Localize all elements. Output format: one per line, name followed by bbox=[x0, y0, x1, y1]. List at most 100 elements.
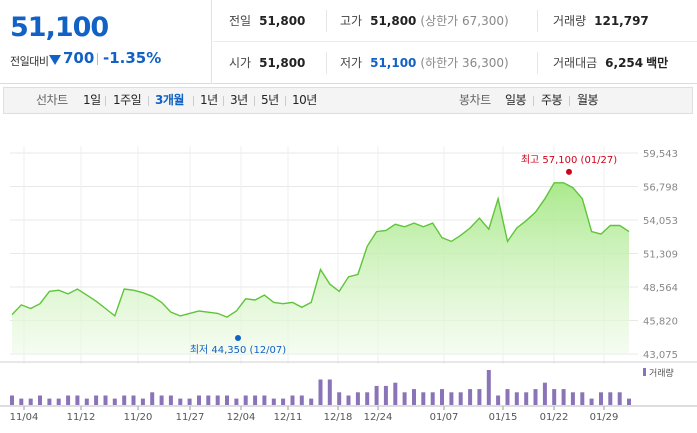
y-tick-label: 43,075 bbox=[643, 350, 678, 361]
volume-bar bbox=[449, 392, 454, 405]
trade-value-value: 6,254 bbox=[605, 56, 644, 70]
divider bbox=[537, 52, 538, 74]
summary-row-2: 시가 51,800 저가 51,100 (하한가 36,300) 거래대금 6,254 백… bbox=[213, 42, 697, 84]
y-tick-label: 45,820 bbox=[643, 317, 678, 328]
low-annotation: 최저 44,350 (12/07) bbox=[190, 344, 286, 356]
x-tick-label: 11/20 bbox=[124, 412, 153, 423]
volume-bar bbox=[617, 392, 622, 405]
change-amount: 700 bbox=[63, 49, 95, 67]
volume-bar bbox=[421, 392, 426, 405]
x-tick-label: 01/22 bbox=[540, 412, 569, 423]
x-tick-label: 12/11 bbox=[274, 412, 303, 423]
volume-bar bbox=[168, 395, 173, 405]
volume-bar bbox=[533, 389, 538, 405]
volume-bar bbox=[318, 379, 323, 405]
x-tick-label: 01/07 bbox=[430, 412, 459, 423]
volume-bar bbox=[215, 395, 220, 405]
volume-bar bbox=[47, 398, 52, 405]
volume-bar bbox=[281, 398, 286, 405]
volume-bar bbox=[496, 395, 501, 405]
open-label: 시가 bbox=[229, 56, 252, 70]
x-tick-label: 11/12 bbox=[67, 412, 96, 423]
volume-bar bbox=[458, 392, 463, 405]
price-chart: 59,543 56,798 54,053 51,309 48,564 45,820 43,0… bbox=[0, 146, 697, 423]
volume-bar bbox=[112, 398, 117, 405]
trade-value-label: 거래대금 bbox=[553, 56, 598, 70]
volume-bar bbox=[412, 389, 416, 405]
volume-label: 거래량 bbox=[553, 14, 587, 28]
divider bbox=[569, 96, 570, 106]
volume-bar bbox=[140, 398, 145, 405]
trade-value: 거래대금 6,254 백만 bbox=[553, 42, 668, 84]
open-value: 51,800 bbox=[259, 56, 306, 70]
volume-bar bbox=[262, 395, 267, 405]
volume-bar bbox=[159, 395, 164, 405]
y-tick-label: 48,564 bbox=[643, 283, 678, 294]
volume-bar bbox=[337, 392, 342, 405]
high-marker bbox=[566, 168, 572, 175]
high-value: 51,800 bbox=[370, 14, 417, 28]
volume-bar bbox=[468, 389, 473, 405]
y-tick-label: 59,543 bbox=[643, 149, 678, 160]
volume-bar bbox=[486, 370, 491, 405]
tab-1y[interactable]: 1년 bbox=[200, 93, 218, 107]
volume-legend-swatch bbox=[643, 368, 646, 376]
lower-limit: (하한가 36,300) bbox=[420, 56, 509, 70]
volume-bar bbox=[327, 379, 332, 405]
low-label: 저가 bbox=[340, 56, 363, 70]
volume-bar bbox=[599, 392, 603, 405]
volume-bar bbox=[103, 395, 108, 405]
x-tick-label: 01/29 bbox=[590, 412, 619, 423]
volume-bar bbox=[225, 395, 229, 405]
tab-5y[interactable]: 5년 bbox=[261, 93, 279, 107]
volume-bar bbox=[374, 385, 379, 405]
volume-bar bbox=[94, 395, 99, 405]
volume-bar bbox=[589, 398, 594, 405]
y-tick-label: 56,798 bbox=[643, 183, 678, 194]
volume-bar bbox=[561, 389, 566, 405]
volume-bar bbox=[243, 395, 248, 405]
divider bbox=[148, 96, 149, 106]
tab-3m[interactable]: 3개월 bbox=[155, 93, 184, 107]
tab-3y[interactable]: 3년 bbox=[230, 93, 248, 107]
divider bbox=[193, 96, 194, 106]
volume-bar bbox=[346, 395, 351, 405]
y-tick-label: 51,309 bbox=[643, 250, 678, 261]
prev-close-label: 전일 bbox=[229, 14, 252, 28]
volume-bar bbox=[505, 389, 510, 405]
volume-bar bbox=[187, 398, 192, 405]
low-marker bbox=[235, 335, 241, 341]
down-arrow-icon bbox=[49, 55, 61, 65]
current-price: 51,100 bbox=[10, 12, 109, 43]
x-tick-label: 12/04 bbox=[227, 412, 256, 423]
tab-monthly[interactable]: 월봉 bbox=[577, 93, 599, 107]
tab-daily[interactable]: 일봉 bbox=[505, 93, 527, 107]
volume: 거래량 121,797 bbox=[553, 0, 649, 42]
tab-1d[interactable]: 1일 bbox=[83, 93, 101, 107]
volume-bar bbox=[75, 395, 80, 405]
price-line bbox=[11, 182, 630, 318]
prev-close-value: 51,800 bbox=[259, 14, 306, 28]
tab-1w[interactable]: 1주일 bbox=[113, 93, 142, 107]
volume-bar bbox=[19, 398, 24, 405]
divider bbox=[326, 52, 327, 74]
volume-bar bbox=[365, 392, 370, 405]
volume-legend: 거래량 bbox=[649, 367, 674, 379]
volume-value: 121,797 bbox=[594, 14, 649, 28]
x-tick-label: 12/24 bbox=[364, 412, 393, 423]
chart-tabbar: 선차트 1일 1주일 3개월 1년 3년 5년 10년 봉차트 일봉 주봉 월봉 bbox=[3, 87, 693, 114]
price-box: 51,100 전일대비 700 -1.35% bbox=[0, 0, 212, 84]
volume-bar bbox=[197, 395, 201, 405]
volume-bar bbox=[430, 392, 435, 405]
tab-weekly[interactable]: 주봉 bbox=[541, 93, 563, 107]
summary-row-1: 전일 51,800 고가 51,800 (상한가 67,300) 거래량 121,797 bbox=[213, 0, 697, 42]
volume-bar bbox=[66, 395, 71, 405]
volume-bar bbox=[290, 395, 295, 405]
high-price: 고가 51,800 (상한가 67,300) bbox=[340, 0, 509, 42]
divider bbox=[254, 96, 255, 106]
volume-bar bbox=[178, 398, 183, 405]
volume-bar bbox=[271, 398, 276, 405]
volume-bar bbox=[383, 385, 388, 405]
tab-10y[interactable]: 10년 bbox=[292, 93, 317, 107]
volume-bar bbox=[122, 395, 127, 405]
